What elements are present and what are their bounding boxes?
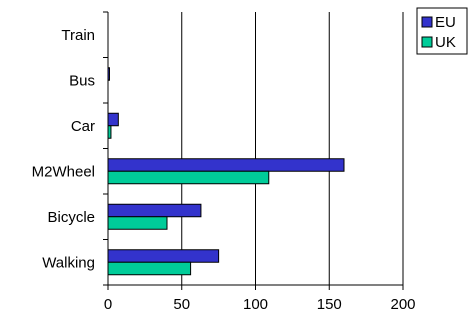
- category-label-m2wheel: M2Wheel: [32, 163, 95, 180]
- legend-label-uk: UK: [435, 34, 456, 51]
- x-tick-label-200: 200: [390, 296, 415, 313]
- category-label-train: Train: [61, 27, 95, 44]
- bar-uk-bicycle: [107, 216, 168, 230]
- legend-swatch-uk: [421, 36, 433, 48]
- category-label-walking: Walking: [42, 254, 95, 271]
- legend: EU UK: [416, 7, 468, 55]
- bar-eu-bicycle: [107, 203, 202, 218]
- bar-uk-walking: [107, 261, 192, 276]
- legend-swatch-eu: [421, 16, 433, 28]
- x-tick-labels: 0 50 100 150 200: [104, 296, 416, 313]
- gridlines: [181, 12, 404, 285]
- x-tick-label-0: 0: [104, 296, 112, 313]
- category-label-bicycle: Bicycle: [47, 209, 95, 226]
- bar-uk-m2wheel: [107, 170, 270, 185]
- bar-eu-m2wheel: [107, 158, 345, 172]
- bar-eu-walking: [107, 249, 220, 263]
- axes: [103, 11, 404, 290]
- x-tick-label-150: 150: [317, 296, 342, 313]
- category-label-bus: Bus: [69, 72, 95, 89]
- bar-eu-car: [107, 112, 119, 127]
- bars: [107, 67, 345, 276]
- x-tick-label-100: 100: [243, 296, 268, 313]
- legend-label-eu: EU: [435, 14, 456, 31]
- x-tick-label-50: 50: [173, 296, 190, 313]
- category-label-car: Car: [71, 118, 95, 135]
- category-labels: Walking Bicycle M2Wheel Car Bus Train: [32, 27, 95, 272]
- legend-box: [416, 7, 468, 55]
